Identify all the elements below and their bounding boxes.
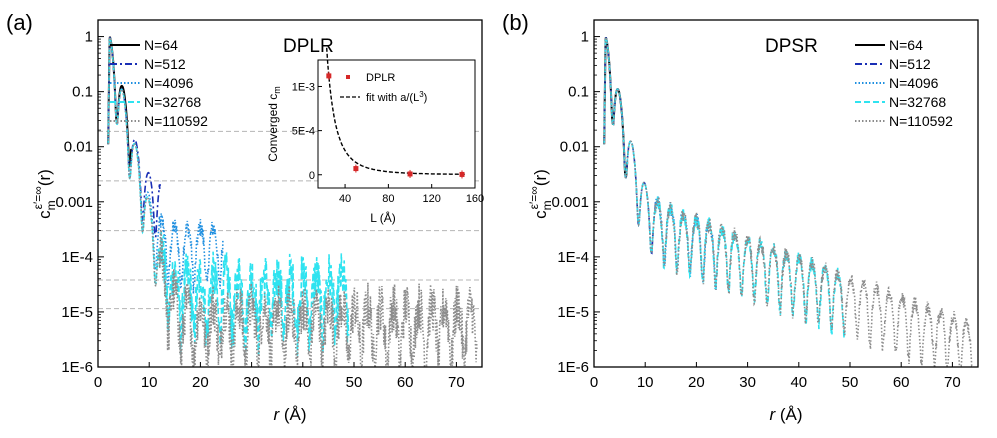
series-line <box>107 36 350 356</box>
y-tick-label: 0.01 <box>64 139 93 156</box>
x-tick-label: 10 <box>141 374 158 391</box>
y-tick-label: 1E-4 <box>557 249 589 266</box>
inset-y-label: Converged cm <box>266 86 282 162</box>
x-tick-label: 20 <box>688 374 705 391</box>
x-tick-label: 70 <box>448 374 465 391</box>
x-ticks: 0 10 20 30 40 50 60 70 <box>94 362 465 391</box>
y-tick-label: 1E-6 <box>557 359 589 376</box>
y-tick-label: 1E-5 <box>557 304 589 321</box>
svg-text:cmε′=∞(r): cmε′=∞(r) <box>31 169 58 219</box>
legend-label: N=4096 <box>889 75 939 91</box>
y-tick-label: 0.001 <box>551 194 589 211</box>
y-tick-label: 0.001 <box>55 194 93 211</box>
x-tick-label: 30 <box>243 374 260 391</box>
panel-a-title: DPLR <box>283 36 334 57</box>
inset-y-tick-label: 1E-3 <box>292 81 315 93</box>
x-axis-title: r (Å) <box>273 405 306 424</box>
inset-data-point <box>326 73 332 79</box>
x-tick-label: 10 <box>637 374 654 391</box>
panel-b-title: DPSR <box>765 36 818 57</box>
inset-data-point <box>407 171 413 177</box>
x-ticks: 0 10 20 30 40 50 60 70 <box>590 362 961 391</box>
x-tick-label: 50 <box>346 374 363 391</box>
panel-b: (b) DPSR 0 10 20 30 40 50 60 70 1 0.1 0.01 0.001 1E… <box>502 10 979 424</box>
legend-label: N=110592 <box>889 113 953 129</box>
legend-label: N=32768 <box>889 94 946 110</box>
legend: N=64 N=512 N=4096 N=32768 N=110592 <box>855 37 953 129</box>
inset-x-tick-label: 40 <box>339 193 351 205</box>
inset-legend-marker <box>346 75 350 79</box>
series-line <box>107 36 224 294</box>
y-tick-label: 1E-5 <box>61 304 93 321</box>
svg-text:cmε′=∞(r): cmε′=∞(r) <box>527 169 554 219</box>
x-tick-label: 40 <box>790 374 807 391</box>
x-tick-label: 60 <box>893 374 910 391</box>
inset: 40 80 120 160 0 5E-4 1E-3 L (Å) Converged cm D… <box>266 47 484 225</box>
inset-y-tick-label: 5E-4 <box>292 126 315 138</box>
inset-y-tick-label: 0 <box>309 170 315 182</box>
x-tick-label: 0 <box>94 374 102 391</box>
series-line <box>603 36 721 290</box>
inset-legend-fit: fit with a/(L3) <box>366 90 427 104</box>
inset-legend-points: DPLR <box>366 72 395 84</box>
legend-label: N=64 <box>889 37 923 53</box>
y-tick-label: 0.01 <box>560 139 589 156</box>
inset-x-label: L (Å) <box>370 210 396 225</box>
legend-label: N=64 <box>144 37 178 53</box>
x-tick-label: 50 <box>842 374 859 391</box>
series-line <box>107 36 162 238</box>
panel-a-label: (a) <box>6 10 33 35</box>
y-tick-label: 1 <box>581 29 589 46</box>
legend-label: N=110592 <box>144 113 208 129</box>
x-tick-label: 0 <box>590 374 598 391</box>
inset-data-point <box>459 171 465 177</box>
inset-marks: 40 80 120 160 0 5E-4 1E-3 <box>292 47 484 205</box>
inset-frame <box>317 59 476 189</box>
panel-a: (a) DPLR 0 10 20 30 40 50 60 70 1 0.1 0.01 0.001 1E… <box>6 10 484 424</box>
inset-data-point <box>353 166 359 172</box>
series-group <box>107 36 478 367</box>
legend-label: N=4096 <box>144 75 194 91</box>
plot-frame <box>593 19 979 368</box>
y-axis-title: cmε′=∞(r) <box>31 169 58 219</box>
svg-text:Converged cm: Converged cm <box>266 86 282 162</box>
y-tick-label: 1E-4 <box>61 249 93 266</box>
series-line <box>603 36 846 339</box>
y-axis-title: cmε′=∞(r) <box>527 169 554 219</box>
inset-x-tick-label: 80 <box>382 193 394 205</box>
legend-label: N=32768 <box>144 94 201 110</box>
plot-frame <box>97 19 483 368</box>
x-tick-label: 70 <box>944 374 961 391</box>
inset-x-tick-label: 160 <box>466 193 484 205</box>
series-group <box>603 36 973 367</box>
x-tick-label: 60 <box>397 374 414 391</box>
y-tick-label: 0.1 <box>72 84 93 101</box>
y-tick-label: 1E-6 <box>61 359 93 376</box>
legend-label: N=512 <box>144 56 186 72</box>
y-tick-label: 0.1 <box>568 84 589 101</box>
y-ticks: 1 0.1 0.01 0.001 1E-4 1E-5 1E-6 <box>55 29 104 376</box>
x-tick-label: 20 <box>192 374 209 391</box>
legend: N=64 N=512 N=4096 N=32768 N=110592 <box>110 37 208 129</box>
x-axis-title: r (Å) <box>769 405 802 424</box>
y-tick-label: 1 <box>85 29 93 46</box>
inset-x-tick-label: 120 <box>423 193 441 205</box>
panel-b-label: (b) <box>502 10 529 35</box>
series-line <box>107 36 478 367</box>
inset-fit-curve <box>326 47 467 176</box>
legend-label: N=512 <box>889 56 931 72</box>
y-ticks: 1 0.1 0.01 0.001 1E-4 1E-5 1E-6 <box>551 29 600 376</box>
x-tick-label: 30 <box>739 374 756 391</box>
x-tick-label: 40 <box>294 374 311 391</box>
